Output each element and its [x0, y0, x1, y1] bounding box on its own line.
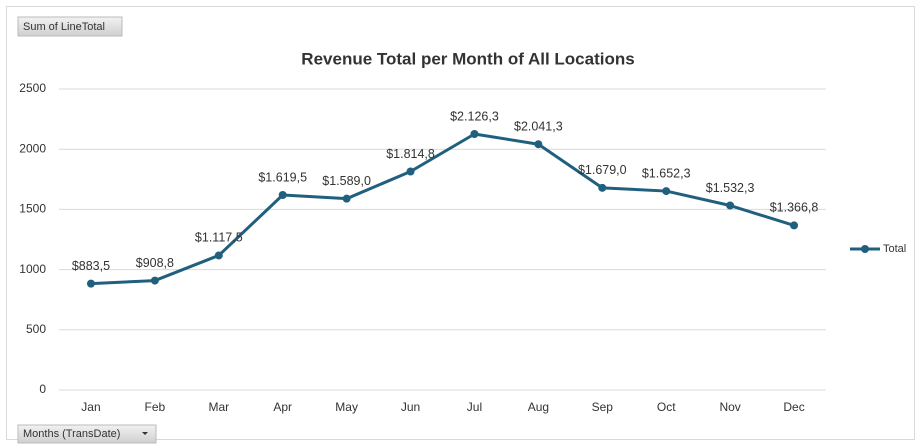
data-point [534, 140, 543, 149]
x-tick-label: Nov [719, 400, 740, 414]
data-point [150, 276, 159, 285]
y-tick-label: 2500 [19, 81, 46, 95]
x-tick-label: Aug [528, 400, 549, 414]
data-label: $1.366,8 [770, 201, 819, 215]
series-line [90, 132, 795, 286]
y-tick-label: 1000 [19, 262, 46, 276]
data-point [598, 183, 607, 192]
x-tick-label: Feb [145, 400, 166, 414]
data-point [86, 279, 95, 288]
data-point [342, 194, 351, 203]
data-label: $1.532,3 [706, 181, 755, 195]
data-point [406, 167, 415, 176]
data-point [214, 251, 223, 260]
data-label: $1.679,0 [578, 163, 627, 177]
y-tick-label: 1500 [19, 202, 46, 216]
dropdown-arrow [142, 432, 148, 435]
data-label: $908,8 [136, 256, 174, 270]
data-point [726, 201, 735, 210]
button-bg [17, 424, 157, 444]
data-label: $883,5 [72, 259, 110, 273]
x-tick-label: Dec [783, 400, 804, 414]
data-label: $1.117,5 [195, 231, 243, 245]
data-point [470, 129, 479, 138]
x-tick-label: Jan [81, 400, 100, 414]
data-label: $1.589,0 [322, 174, 371, 188]
x-tick-label: May [335, 400, 358, 414]
y-tick-label: 2000 [19, 141, 46, 155]
button-bg [17, 16, 123, 37]
data-label: $1.619,5 [258, 170, 307, 184]
y-tick-label: 500 [26, 322, 46, 336]
y-tick-label: 0 [39, 382, 46, 396]
x-tick-label: Jul [467, 400, 482, 414]
data-label: $1.652,3 [642, 166, 691, 180]
data-point [662, 187, 671, 196]
x-tick-label: Oct [657, 400, 676, 414]
legend-marker [861, 245, 869, 253]
button-label: Sum of LineTotal [23, 21, 105, 33]
button-label: Months (TransDate) [23, 428, 120, 440]
x-tick-label: Apr [273, 400, 292, 414]
data-label: $2.126,3 [450, 109, 499, 123]
x-tick-label: Jun [401, 400, 420, 414]
chart-title: Revenue Total per Month of All Locations [301, 49, 634, 68]
data-label: $2.041,3 [514, 120, 563, 134]
data-point [790, 221, 799, 230]
data-point [278, 191, 287, 200]
x-tick-label: Sep [592, 400, 614, 414]
chart-frame [6, 6, 915, 440]
x-tick-label: Mar [208, 400, 229, 414]
value-field-button[interactable]: Sum of LineTotal [17, 16, 123, 37]
axis-field-button[interactable]: Months (TransDate) [17, 424, 157, 444]
data-label: $1.814,8 [386, 147, 435, 161]
legend-label: Total [883, 243, 906, 255]
